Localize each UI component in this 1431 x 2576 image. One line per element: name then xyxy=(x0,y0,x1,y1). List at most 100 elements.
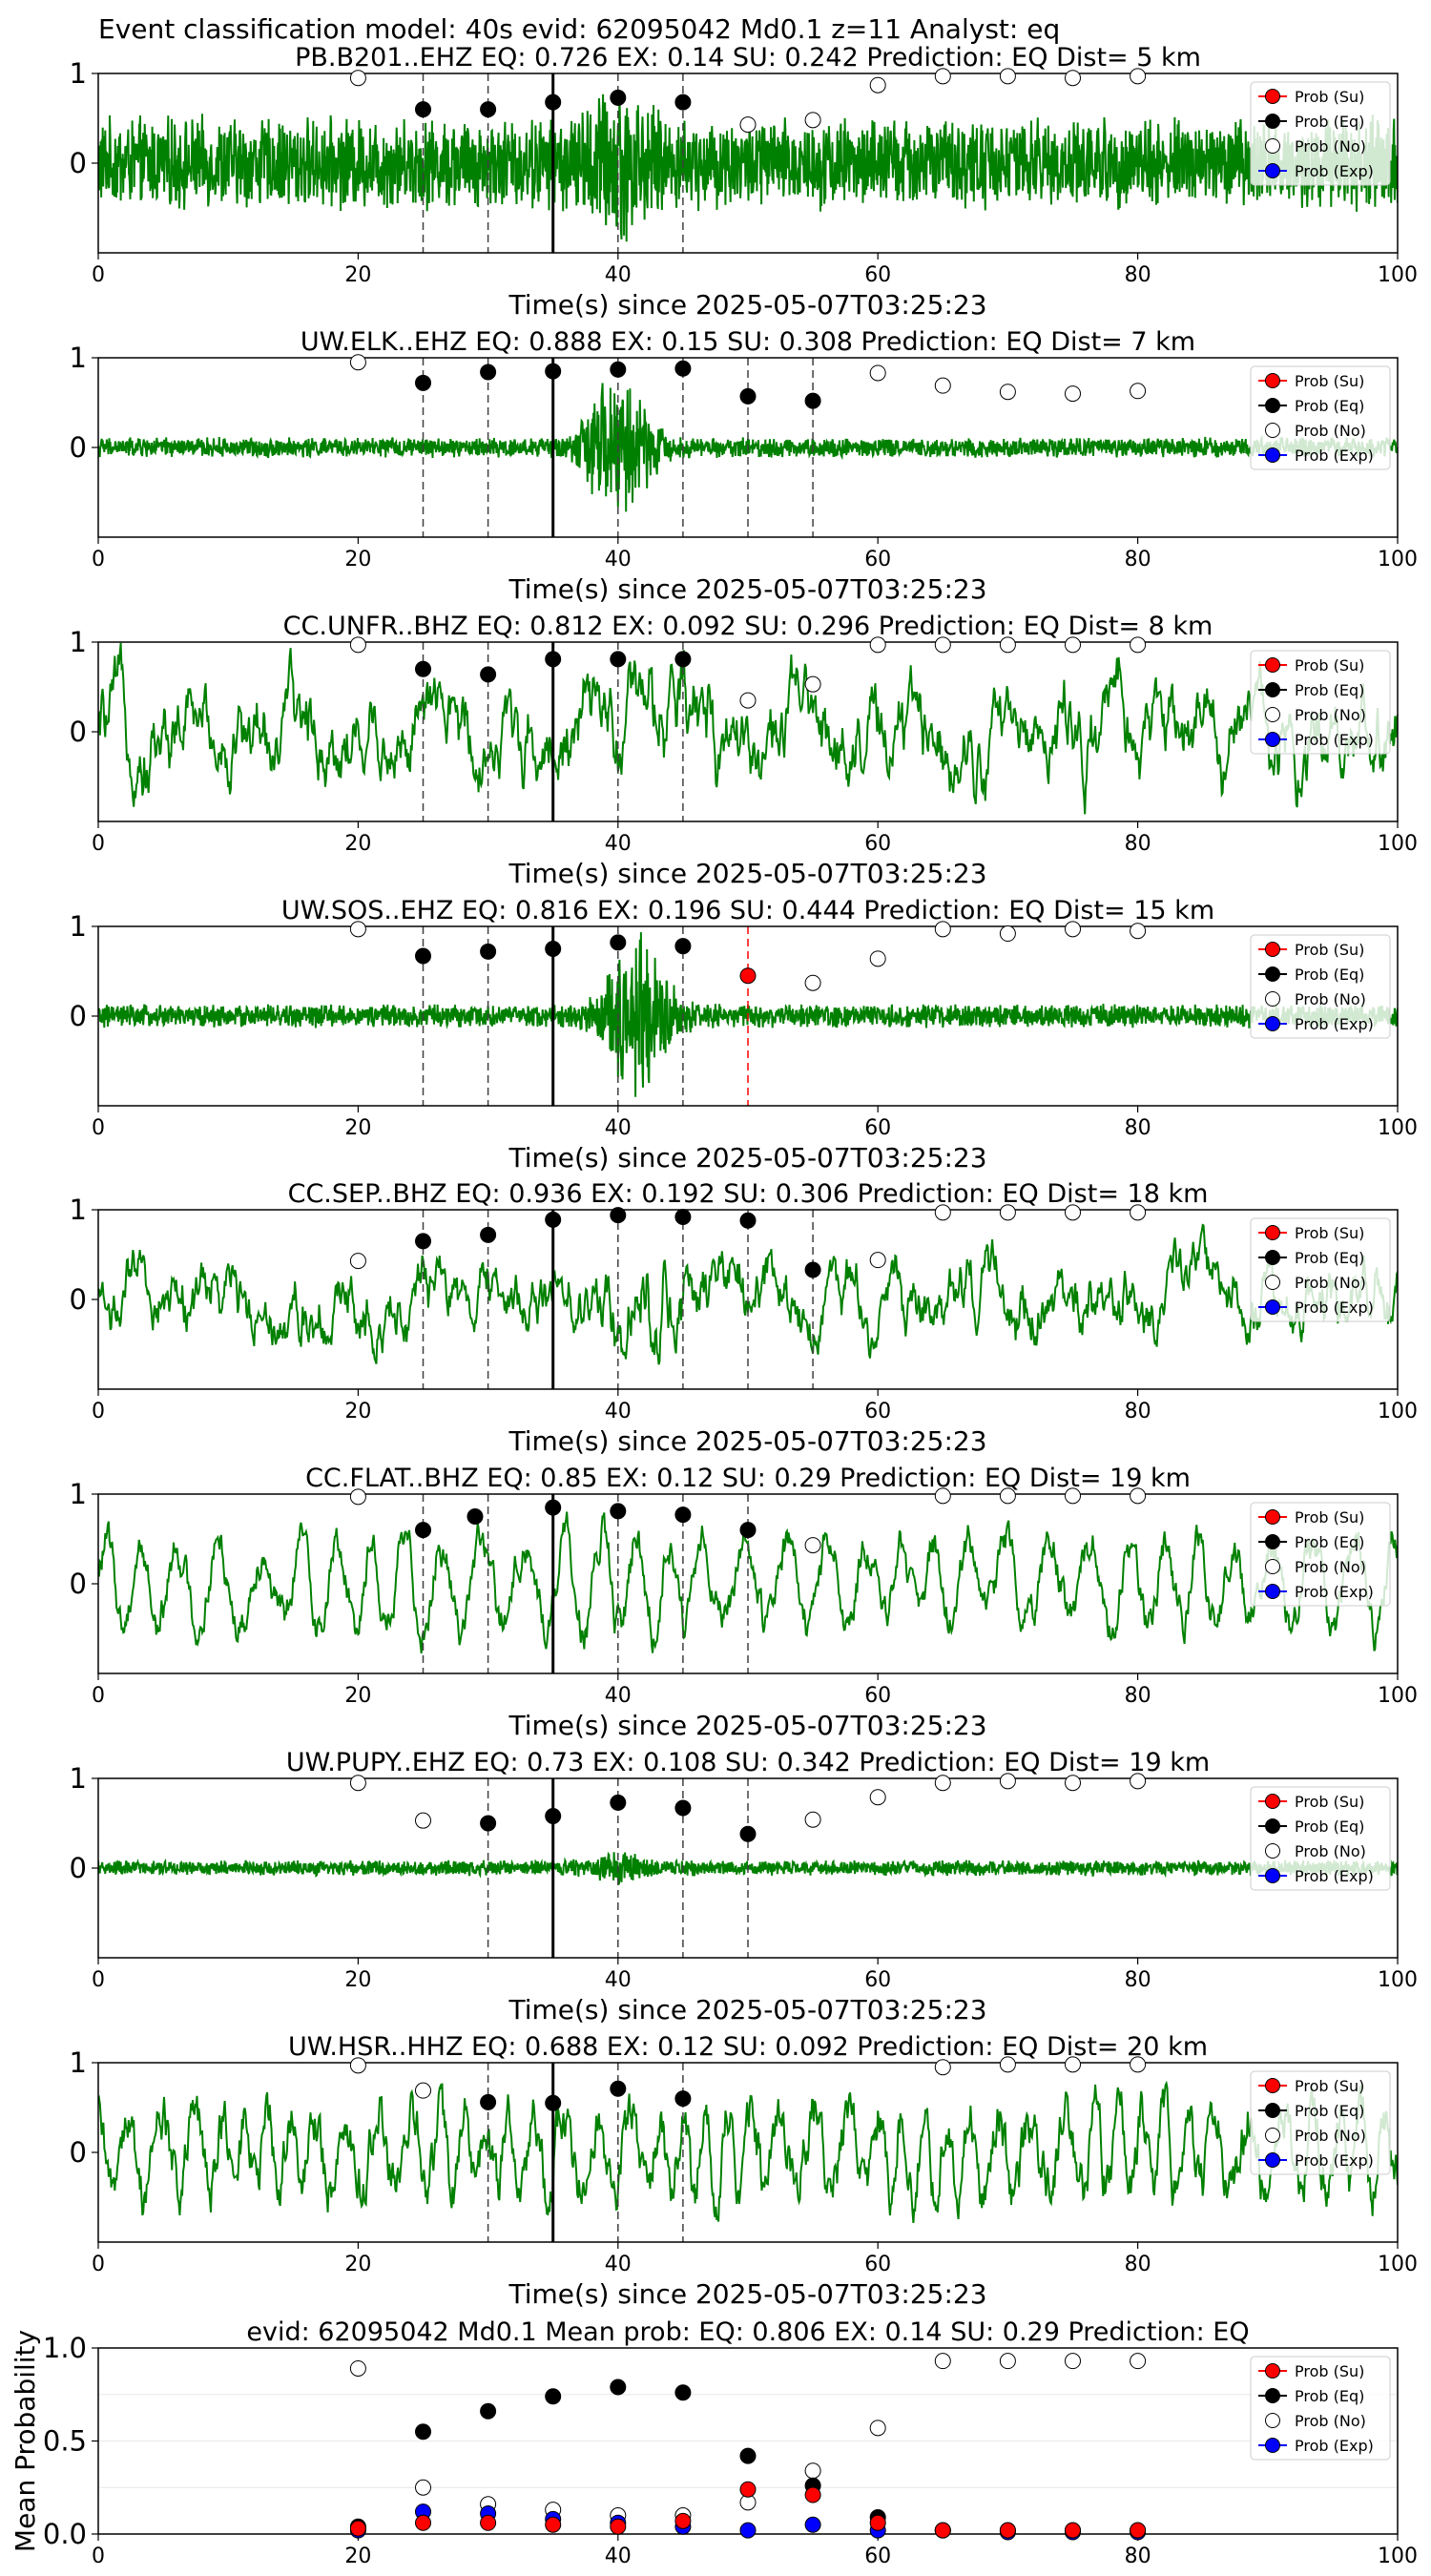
x-tick-label: 40 xyxy=(605,832,632,856)
legend-box xyxy=(1250,2356,1391,2461)
y-tick-label: 1 xyxy=(70,1762,87,1795)
legend-marker xyxy=(1265,2078,1280,2093)
prob-no-point xyxy=(934,921,951,938)
prob-eq-point xyxy=(545,1211,562,1228)
prob-eq-point xyxy=(545,941,562,957)
x-tick-label: 40 xyxy=(605,2545,632,2568)
legend-label: Prob (No) xyxy=(1295,2412,1366,2430)
prob-no-point xyxy=(1065,70,1081,87)
x-tick-label: 20 xyxy=(344,1116,371,1140)
y-tick-label: 0 xyxy=(70,2136,87,2169)
prob-no-point xyxy=(1130,923,1147,940)
x-tick-label: 100 xyxy=(1378,1968,1418,1992)
x-tick-label: 80 xyxy=(1125,1968,1151,1992)
prob-eq-point xyxy=(545,1499,562,1516)
x-axis-label: Time(s) since 2025-05-07T03:25:23 xyxy=(508,1425,986,1457)
legend-label: Prob (Exp) xyxy=(1295,447,1374,465)
x-axis-label: Time(s) since 2025-05-07T03:25:23 xyxy=(508,573,986,605)
prob-no-point xyxy=(999,68,1016,85)
x-axis-label: Time(s) since 2025-05-07T03:25:23 xyxy=(508,1994,986,2025)
prob-eq-point xyxy=(480,2402,497,2420)
prob-no-point xyxy=(999,384,1016,401)
x-tick-label: 100 xyxy=(1378,1400,1418,1423)
legend-label: Prob (Exp) xyxy=(1295,1298,1374,1317)
prob-eq-point xyxy=(674,938,692,955)
y-tick-label: 1 xyxy=(70,57,87,90)
legend-marker xyxy=(1265,89,1280,104)
legend-label: Prob (Exp) xyxy=(1295,2151,1374,2170)
x-tick-label: 60 xyxy=(864,1116,891,1140)
x-tick-label: 20 xyxy=(344,832,371,856)
chart-title: UW.ELK..EHZ EQ: 0.888 EX: 0.15 SU: 0.308… xyxy=(301,327,1195,357)
x-tick-label: 20 xyxy=(344,1968,371,1992)
x-tick-label: 100 xyxy=(1378,832,1418,856)
prob-eq-point xyxy=(545,93,562,111)
x-axis-label: Time(s) since 2025-05-07T03:25:23 xyxy=(508,289,986,321)
prob-no-point xyxy=(934,1487,951,1505)
prob-no-point xyxy=(1130,636,1147,654)
chart-panel-1: PB.B201..EHZ EQ: 0.726 EX: 0.14 SU: 0.24… xyxy=(70,43,1418,321)
legend-marker xyxy=(1265,991,1280,1007)
prob-su-point xyxy=(415,2514,431,2531)
prob-no-point xyxy=(349,2359,366,2377)
legend-marker xyxy=(1265,1559,1280,1574)
legend-label: Prob (No) xyxy=(1295,1842,1366,1860)
prob-no-point xyxy=(1065,385,1081,403)
legend-marker xyxy=(1265,138,1280,154)
prob-eq-point xyxy=(415,947,431,965)
prob-no-point xyxy=(869,1789,886,1806)
prob-su-point xyxy=(610,2518,627,2535)
prob-eq-point xyxy=(610,1207,627,1224)
prob-eq-point xyxy=(415,1522,431,1539)
legend-marker xyxy=(1265,732,1280,747)
legend-label: Prob (No) xyxy=(1295,1274,1366,1292)
prob-no-point xyxy=(999,2353,1016,2370)
x-tick-label: 80 xyxy=(1125,263,1151,287)
legend-label: Prob (Exp) xyxy=(1295,1583,1374,1601)
prob-su-point xyxy=(999,2522,1016,2539)
y-tick-label: 0 xyxy=(70,1283,87,1316)
legend-marker xyxy=(1265,1794,1280,1809)
prob-eq-point xyxy=(610,361,627,378)
y-tick-label: 0 xyxy=(70,1568,87,1600)
legend-box xyxy=(1250,1786,1391,1891)
prob-no-point xyxy=(934,636,951,654)
prob-no-point xyxy=(934,68,951,85)
prob-no-point xyxy=(1130,1487,1147,1505)
prob-no-point xyxy=(415,1812,431,1829)
chart-title: CC.FLAT..BHZ EQ: 0.85 EX: 0.12 SU: 0.29 … xyxy=(305,1464,1191,1493)
y-tick-label: 0 xyxy=(70,431,87,464)
prob-no-point xyxy=(804,974,821,991)
legend-label: Prob (Su) xyxy=(1295,1508,1364,1527)
legend-label: Prob (Eq) xyxy=(1295,966,1364,984)
legend-box xyxy=(1250,650,1391,755)
prob-eq-point xyxy=(674,93,692,111)
x-tick-label: 0 xyxy=(92,832,105,856)
y-tick-label: 0 xyxy=(70,1000,87,1032)
prob-eq-point xyxy=(480,101,497,118)
prob-no-point xyxy=(869,2420,886,2437)
y-tick-label: 1 xyxy=(70,910,87,943)
legend-label: Prob (Eq) xyxy=(1295,397,1364,415)
legend-label: Prob (No) xyxy=(1295,137,1366,156)
legend-box xyxy=(1250,934,1391,1039)
prob-no-point xyxy=(739,116,757,134)
legend-marker xyxy=(1265,2388,1280,2403)
x-axis-label: Time(s) since 2025-05-07T03:25:23 xyxy=(508,858,986,889)
y-tick-label: 1.0 xyxy=(43,2332,87,2364)
x-tick-label: 0 xyxy=(92,1400,105,1423)
x-tick-label: 80 xyxy=(1125,1400,1151,1423)
prob-no-point xyxy=(999,1487,1016,1505)
x-tick-label: 0 xyxy=(92,1116,105,1140)
prob-no-point xyxy=(804,2462,821,2480)
legend-box xyxy=(1250,1217,1391,1322)
prob-su-point xyxy=(545,2516,562,2533)
prob-eq-point xyxy=(674,1799,692,1817)
chart-panel-6: CC.FLAT..BHZ EQ: 0.85 EX: 0.12 SU: 0.29 … xyxy=(70,1464,1418,1741)
legend-marker xyxy=(1265,1225,1280,1240)
x-tick-label: 40 xyxy=(605,1968,632,1992)
legend-marker xyxy=(1265,682,1280,697)
x-tick-label: 40 xyxy=(605,1400,632,1423)
prob-eq-point xyxy=(739,1522,757,1539)
legend-marker xyxy=(1265,966,1280,982)
